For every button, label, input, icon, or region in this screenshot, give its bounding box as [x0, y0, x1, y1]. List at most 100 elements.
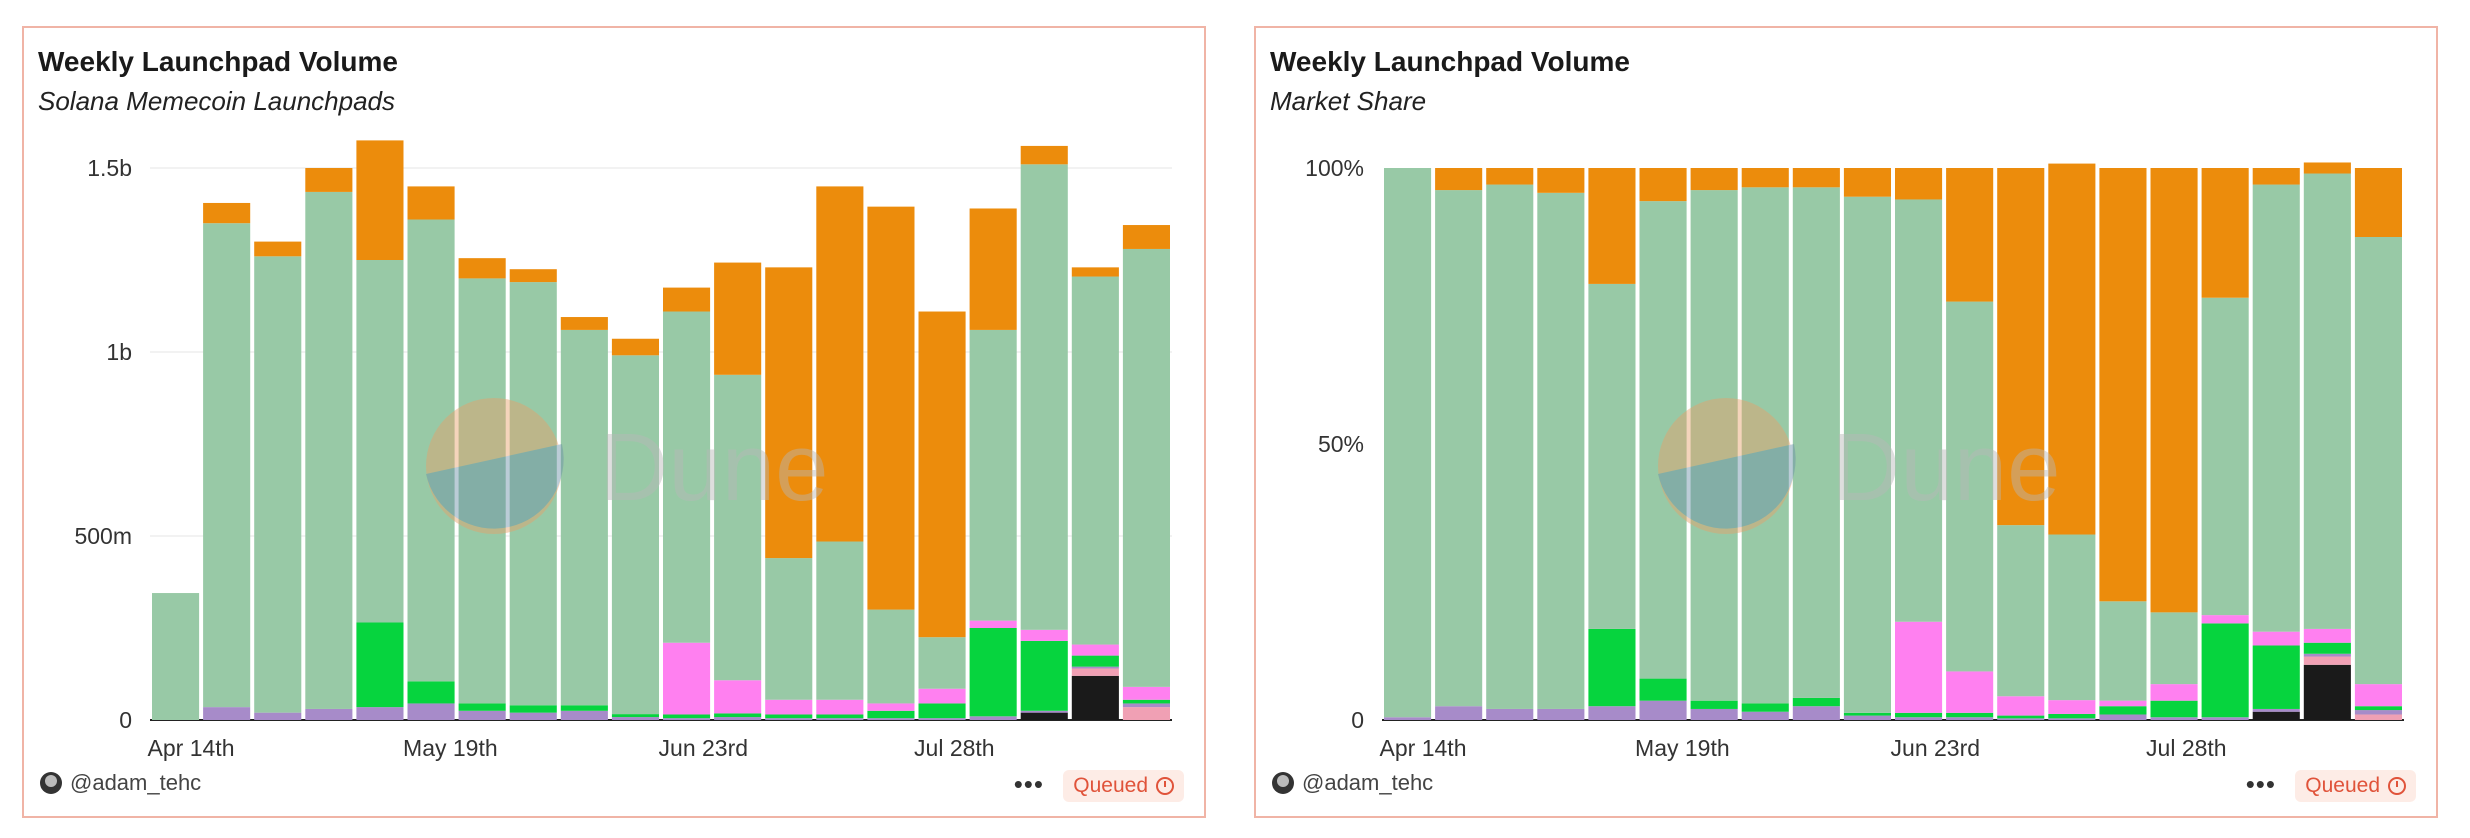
- bar-segment-pumpfun[interactable]: [969, 329, 1017, 621]
- bar-segment-green[interactable]: [1946, 712, 1994, 718]
- status-badge[interactable]: Queued: [1063, 770, 1184, 802]
- bar-segment-pumpfun[interactable]: [254, 256, 302, 713]
- bar-segment-orange[interactable]: [1690, 168, 1738, 191]
- bar-segment-purple[interactable]: [1792, 706, 1840, 720]
- bar-segment-pumpfun[interactable]: [2354, 237, 2402, 685]
- bar-segment-orange[interactable]: [305, 168, 353, 192]
- bar-segment-rose[interactable]: [1122, 707, 1170, 720]
- bar-segment-orange[interactable]: [1895, 168, 1943, 200]
- bar-segment-green[interactable]: [714, 713, 762, 718]
- bar-segment-orange[interactable]: [560, 317, 608, 330]
- bar-segment-pumpfun[interactable]: [1843, 196, 1891, 713]
- bar-segment-purple[interactable]: [918, 718, 966, 720]
- bar-segment-green[interactable]: [1792, 697, 1840, 707]
- bar-segment-purple[interactable]: [969, 716, 1017, 720]
- bar-segment-purple[interactable]: [2150, 717, 2198, 720]
- bar-segment-green[interactable]: [1639, 678, 1687, 701]
- bar-segment-green[interactable]: [816, 714, 864, 719]
- bar-segment-purple[interactable]: [560, 710, 608, 720]
- bar-segment-pumpfun[interactable]: [816, 541, 864, 700]
- bar-segment-orange[interactable]: [1122, 225, 1170, 249]
- bar-segment-green[interactable]: [1895, 712, 1943, 718]
- bar-segment-orange[interactable]: [1997, 168, 2045, 526]
- bar-segment-purple[interactable]: [1486, 708, 1534, 720]
- bar-segment-pumpfun[interactable]: [1122, 248, 1170, 687]
- bar-segment-pink[interactable]: [2150, 684, 2198, 701]
- bar-segment-pink[interactable]: [2048, 700, 2096, 714]
- bar-segment-green[interactable]: [509, 705, 557, 713]
- bar-segment-pumpfun[interactable]: [1997, 525, 2045, 697]
- bar-segment-purple[interactable]: [1895, 717, 1943, 720]
- bar-segment-pumpfun[interactable]: [663, 311, 711, 643]
- bar-segment-orange[interactable]: [867, 206, 915, 610]
- bar-segment-pumpfun[interactable]: [1071, 276, 1119, 645]
- bar-segment-purple[interactable]: [2048, 718, 2096, 720]
- bar-segment-orange[interactable]: [663, 287, 711, 312]
- bar-segment-purple[interactable]: [203, 707, 251, 720]
- bar-segment-black[interactable]: [2252, 711, 2300, 720]
- bar-segment-green[interactable]: [356, 622, 404, 708]
- bar-segment-pumpfun[interactable]: [1741, 187, 1789, 704]
- bar-segment-pumpfun[interactable]: [152, 593, 200, 720]
- bar-segment-pink[interactable]: [1997, 696, 2045, 716]
- bar-segment-purple[interactable]: [1639, 700, 1687, 720]
- bar-segment-pink[interactable]: [867, 703, 915, 711]
- bar-segment-purple[interactable]: [2303, 653, 2351, 657]
- bar-segment-orange[interactable]: [1843, 168, 1891, 197]
- bar-segment-orange[interactable]: [509, 269, 557, 283]
- bar-segment-pumpfun[interactable]: [1895, 199, 1943, 622]
- more-options-button[interactable]: •••: [2245, 769, 2276, 799]
- bar-segment-pumpfun[interactable]: [714, 374, 762, 681]
- bar-segment-purple[interactable]: [1537, 708, 1585, 720]
- bar-segment-pumpfun[interactable]: [1435, 190, 1483, 707]
- bar-segment-black[interactable]: [1071, 675, 1119, 720]
- bar-segment-green[interactable]: [663, 714, 711, 719]
- bar-segment-pumpfun[interactable]: [1792, 187, 1840, 698]
- bar-segment-orange[interactable]: [1946, 168, 1994, 302]
- bar-segment-green[interactable]: [2048, 713, 2096, 719]
- bar-segment-pumpfun[interactable]: [458, 278, 506, 704]
- bar-segment-green[interactable]: [1997, 715, 2045, 719]
- bar-segment-purple[interactable]: [663, 718, 711, 720]
- bar-segment-orange[interactable]: [458, 258, 506, 279]
- bar-segment-purple[interactable]: [1071, 666, 1119, 669]
- bar-segment-black[interactable]: [1020, 712, 1068, 720]
- bar-segment-purple[interactable]: [1946, 717, 1994, 720]
- bar-segment-orange[interactable]: [1639, 168, 1687, 202]
- bar-segment-pink[interactable]: [2252, 631, 2300, 646]
- bar-segment-orange[interactable]: [1792, 168, 1840, 188]
- bar-segment-pumpfun[interactable]: [1946, 301, 1994, 672]
- bar-segment-pumpfun[interactable]: [1588, 283, 1636, 629]
- bar-segment-purple[interactable]: [1020, 710, 1068, 713]
- author-link[interactable]: @adam_tehc: [40, 770, 201, 796]
- bar-segment-pink[interactable]: [1020, 629, 1068, 641]
- bar-segment-pink[interactable]: [2303, 628, 2351, 643]
- bar-segment-green[interactable]: [1843, 712, 1891, 716]
- bar-segment-green[interactable]: [1020, 640, 1068, 711]
- bar-segment-green[interactable]: [2099, 706, 2147, 715]
- bar-segment-purple[interactable]: [458, 710, 506, 720]
- bar-segment-pumpfun[interactable]: [407, 219, 455, 682]
- bar-segment-orange[interactable]: [356, 140, 404, 260]
- bar-segment-orange[interactable]: [2303, 162, 2351, 174]
- bar-segment-orange[interactable]: [2048, 163, 2096, 535]
- bar-segment-pink[interactable]: [1122, 686, 1170, 700]
- bar-segment-purple[interactable]: [2201, 717, 2249, 720]
- bar-segment-green[interactable]: [765, 714, 813, 719]
- bar-segment-green[interactable]: [2201, 623, 2249, 718]
- bar-segment-orange[interactable]: [816, 186, 864, 542]
- bar-segment-purple[interactable]: [1843, 715, 1891, 720]
- bar-segment-pink[interactable]: [1071, 644, 1119, 656]
- bar-segment-orange[interactable]: [203, 202, 251, 224]
- bar-segment-green[interactable]: [2303, 642, 2351, 654]
- bar-segment-pink[interactable]: [714, 680, 762, 714]
- bar-segment-pumpfun[interactable]: [1020, 164, 1068, 630]
- bar-segment-orange[interactable]: [714, 262, 762, 375]
- bar-segment-green[interactable]: [1690, 700, 1738, 709]
- bar-segment-pink[interactable]: [969, 620, 1017, 628]
- bar-segment-orange[interactable]: [1020, 145, 1068, 165]
- bar-segment-purple[interactable]: [356, 707, 404, 720]
- bar-segment-purple[interactable]: [1122, 703, 1170, 708]
- bar-segment-green[interactable]: [458, 703, 506, 711]
- bar-segment-purple[interactable]: [2099, 714, 2147, 720]
